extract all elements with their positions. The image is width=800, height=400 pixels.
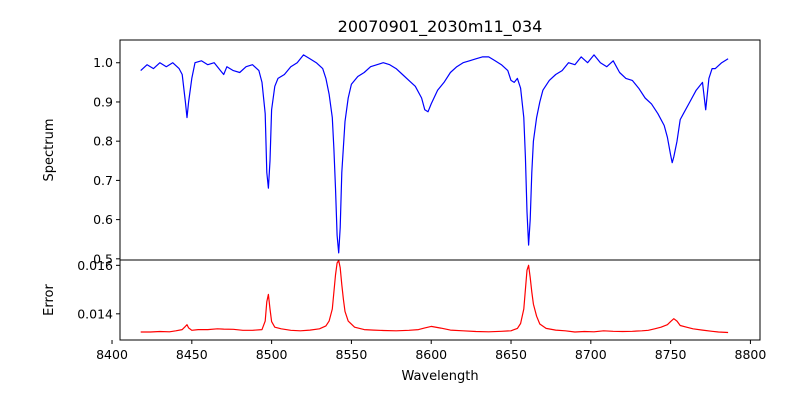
x-tick-label: 8450 [176, 347, 208, 362]
error-y-axis-label: Error [42, 284, 57, 316]
x-tick-label: 8700 [575, 347, 607, 362]
error-line [140, 259, 729, 334]
spectrum-y-tick-label: 0.7 [93, 173, 113, 188]
spectrum-panel: 0.5 0.6 0.7 0.8 0.9 1.0 Spectrum [42, 39, 761, 266]
spectrum-y-tick-label: 0.5 [93, 251, 113, 266]
spectrum-line [140, 54, 729, 254]
spectrum-y-axis-label: Spectrum [42, 119, 57, 182]
spectrum-y-ticks: 0.5 0.6 0.7 0.8 0.9 1.0 [93, 55, 120, 266]
spectrum-y-tick-label: 1.0 [93, 55, 113, 70]
spectrum-series [140, 54, 729, 254]
x-tick-label: 8650 [495, 347, 527, 362]
error-panel: 0.014 0.016 Error [42, 258, 761, 341]
x-tick-label: 8800 [735, 347, 767, 362]
error-y-tick-label: 0.016 [77, 258, 113, 273]
x-tick-label: 8500 [256, 347, 288, 362]
spectrum-y-tick-label: 0.9 [93, 94, 113, 109]
x-tick-label: 8600 [415, 347, 447, 362]
x-tick-label: 8750 [655, 347, 687, 362]
error-y-ticks: 0.014 0.016 [77, 258, 120, 321]
x-axis-label: Wavelength [401, 369, 478, 384]
error-axes-frame [119, 259, 761, 341]
x-axis-ticks: 8400 8450 8500 8550 8600 8650 8700 8750 8800 [96, 340, 766, 362]
spectrum-y-tick-label: 0.6 [93, 212, 113, 227]
x-tick-label: 8400 [96, 347, 128, 362]
x-tick-label: 8550 [336, 347, 368, 362]
error-y-tick-label: 0.014 [77, 306, 113, 321]
chart-title: 20070901_2030m11_034 [338, 17, 543, 37]
error-series [140, 259, 729, 334]
spectrum-y-tick-label: 0.8 [93, 134, 113, 149]
